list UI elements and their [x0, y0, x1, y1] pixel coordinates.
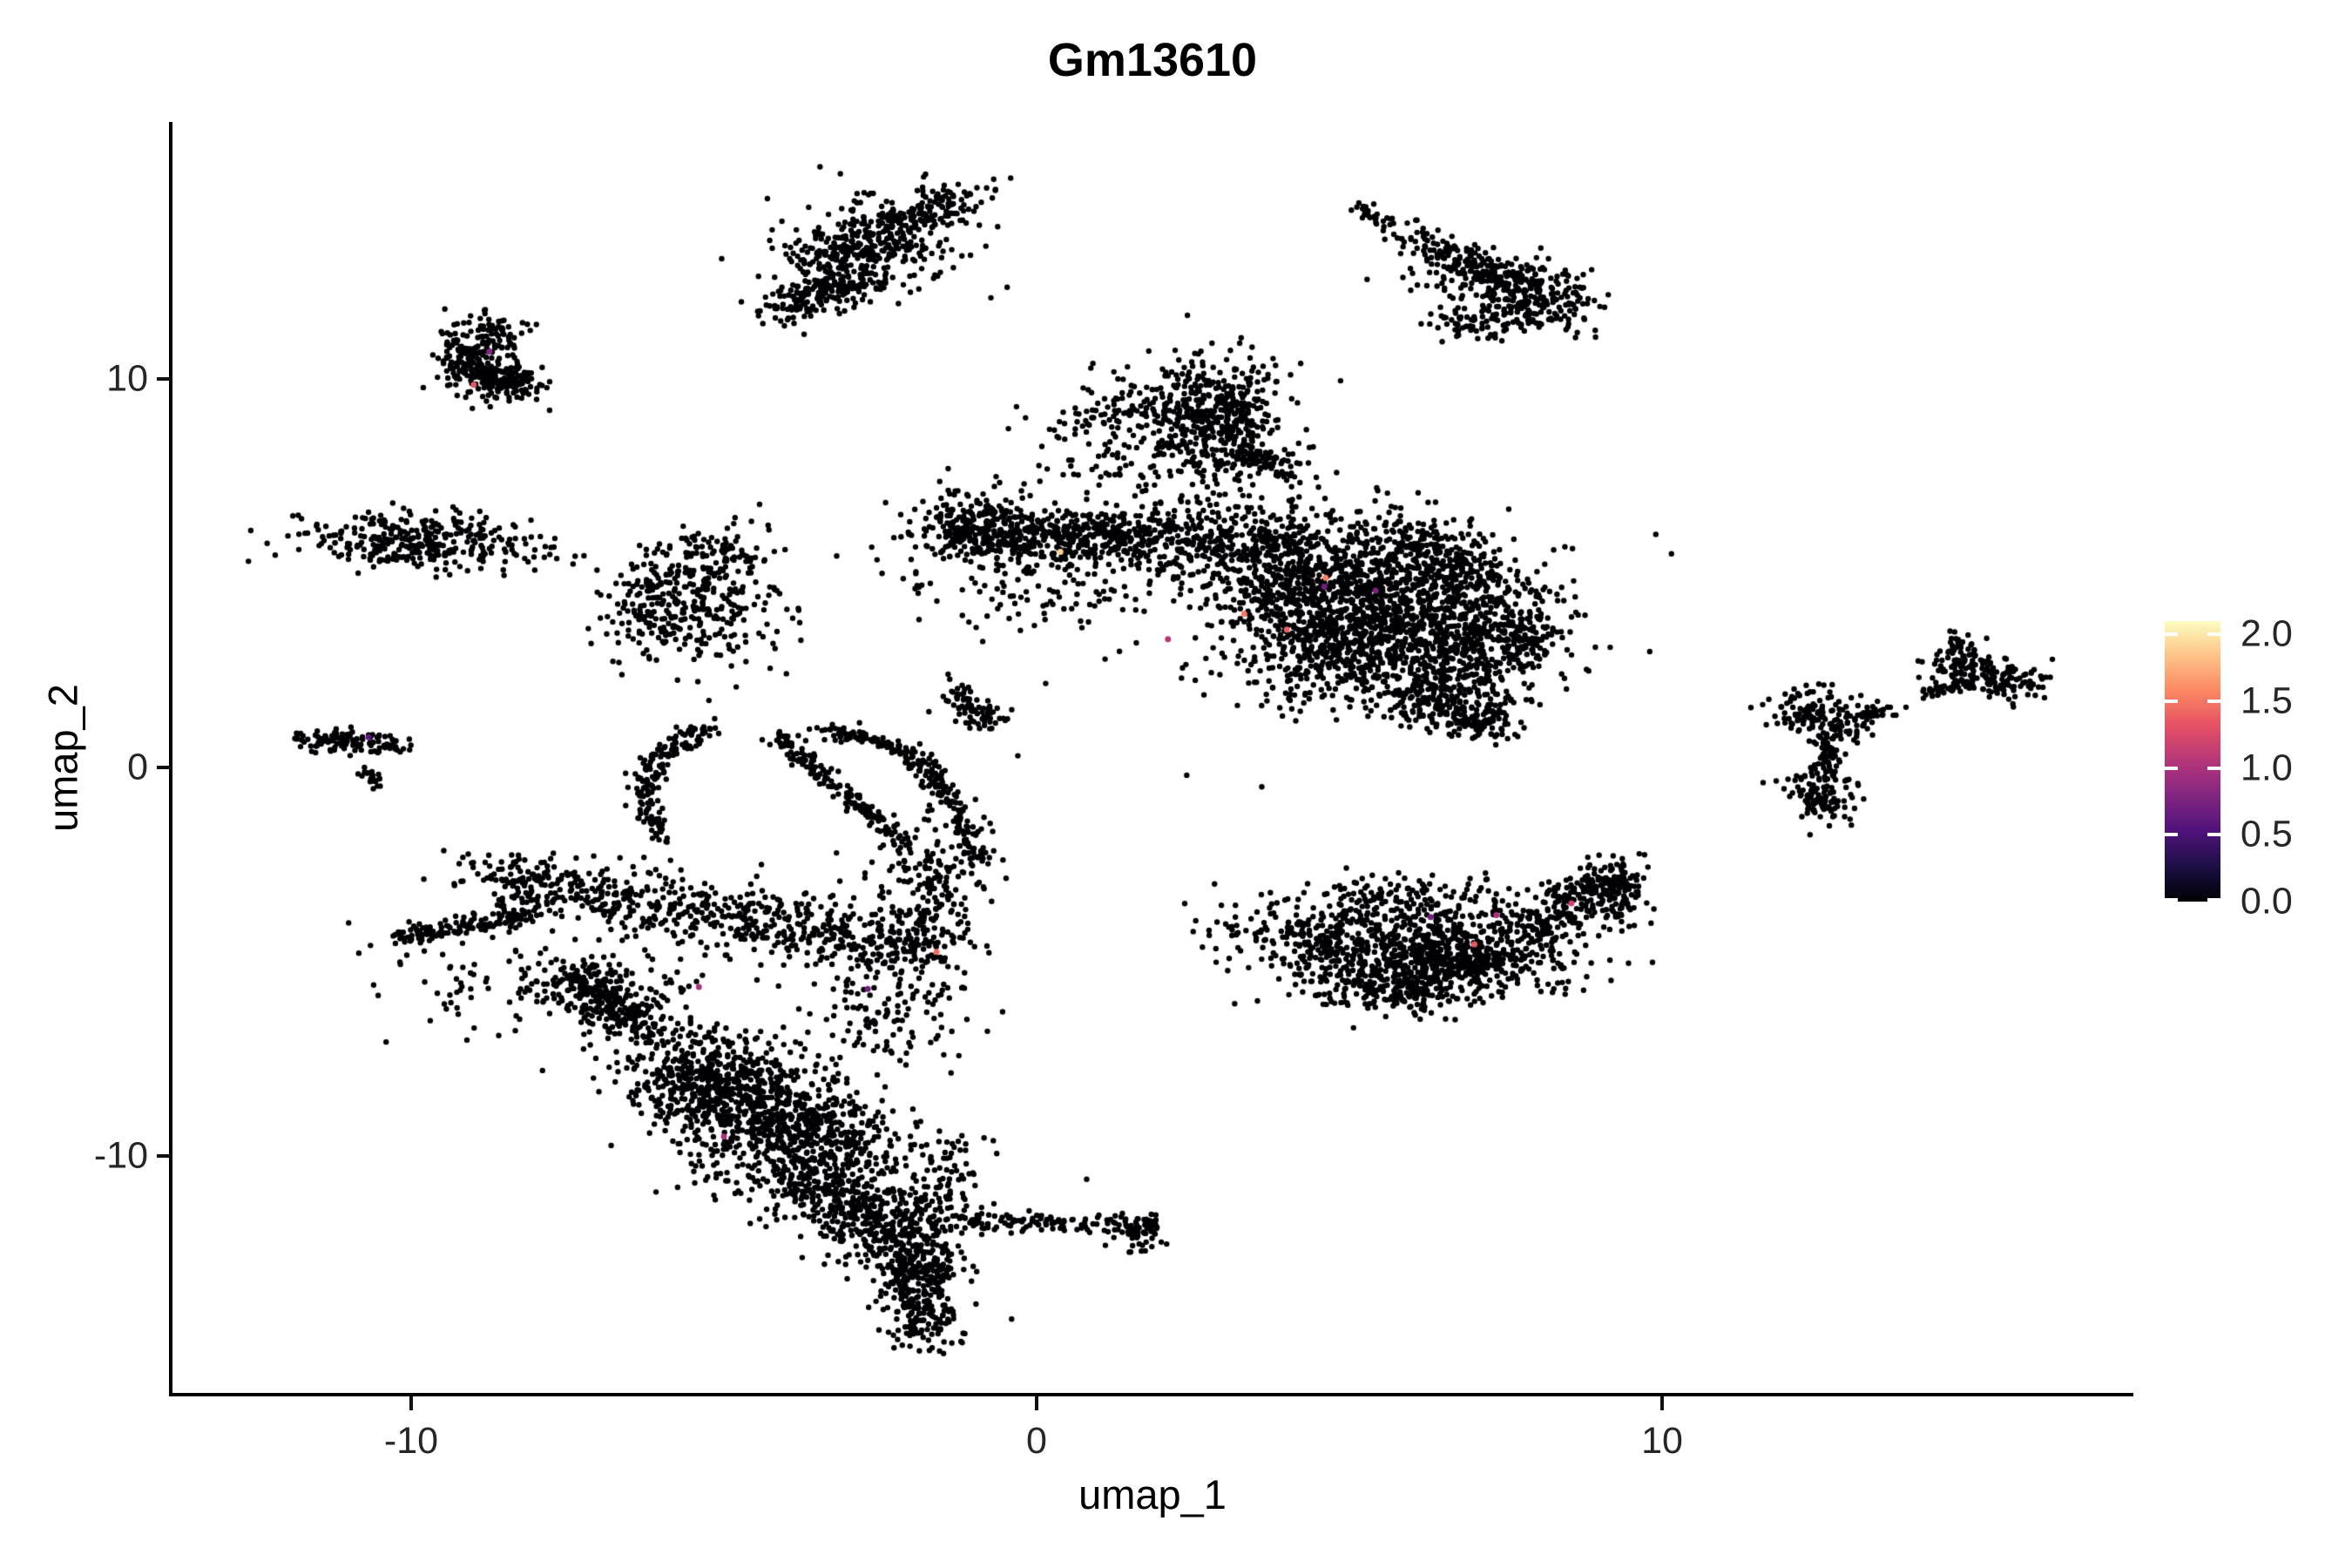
x-tick-mark	[409, 1396, 413, 1410]
x-axis-line	[169, 1393, 2133, 1396]
colorbar-tick-mark	[2207, 632, 2220, 637]
colorbar-tick-mark	[2207, 898, 2220, 902]
y-tick-mark	[157, 766, 171, 769]
y-axis-title: umap_2	[39, 684, 86, 832]
colorbar-tick-label: 2.0	[2240, 612, 2293, 655]
y-tick-mark	[157, 1154, 171, 1158]
y-tick-label: 10	[106, 357, 148, 400]
x-tick-label: 0	[1026, 1420, 1047, 1462]
colorbar-tick-label: 1.5	[2240, 679, 2293, 722]
colorbar-tick-mark	[2165, 632, 2178, 637]
plot-title: Gm13610	[1047, 34, 1258, 86]
x-tick-label: -10	[383, 1420, 439, 1462]
colorbar-tick-label: 0.0	[2240, 880, 2293, 923]
colorbar-tick-mark	[2165, 898, 2178, 902]
x-tick-mark	[1035, 1396, 1038, 1410]
y-tick-label: 0	[127, 746, 148, 788]
x-tick-mark	[1660, 1396, 1664, 1410]
colorbar-tick-mark	[2165, 833, 2178, 837]
colorbar-tick-label: 0.5	[2240, 813, 2293, 855]
colorbar-tick-mark	[2165, 700, 2178, 703]
colorbar-tick-label: 1.0	[2240, 747, 2293, 789]
y-axis-line	[169, 122, 172, 1396]
x-tick-label: 10	[1641, 1420, 1683, 1462]
x-axis-title: umap_1	[1078, 1471, 1227, 1517]
colorbar-tick-mark	[2207, 766, 2220, 770]
colorbar-tick-mark	[2207, 700, 2220, 703]
y-tick-mark	[157, 377, 171, 381]
y-tick-label: -10	[93, 1134, 148, 1177]
colorbar-tick-mark	[2165, 766, 2178, 770]
colorbar-tick-mark	[2207, 833, 2220, 837]
colorbar-gradient	[2165, 621, 2220, 902]
